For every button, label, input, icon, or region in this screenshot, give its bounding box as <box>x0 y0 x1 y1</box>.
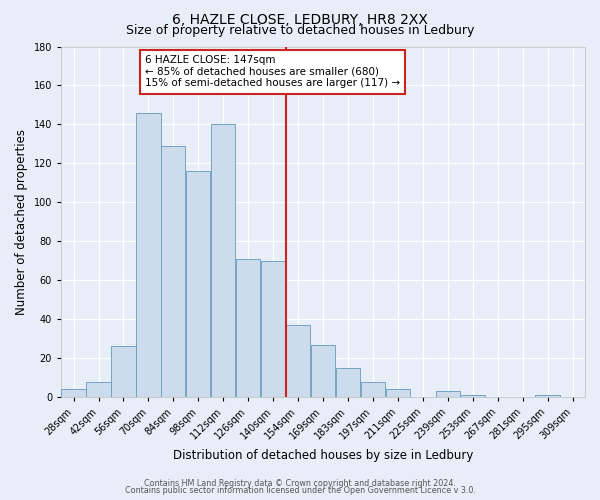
Text: Contains HM Land Registry data © Crown copyright and database right 2024.: Contains HM Land Registry data © Crown c… <box>144 478 456 488</box>
Bar <box>186 171 211 397</box>
Bar <box>86 382 110 397</box>
X-axis label: Distribution of detached houses by size in Ledbury: Distribution of detached houses by size … <box>173 450 473 462</box>
Bar <box>361 382 385 397</box>
Bar <box>136 112 161 397</box>
Bar <box>211 124 235 397</box>
Bar <box>61 390 86 397</box>
Bar <box>336 368 360 397</box>
Bar <box>535 395 560 397</box>
Bar <box>112 346 136 397</box>
Bar <box>436 392 460 397</box>
Bar <box>236 259 260 397</box>
Bar <box>386 390 410 397</box>
Bar <box>261 261 285 397</box>
Bar <box>311 344 335 397</box>
Y-axis label: Number of detached properties: Number of detached properties <box>15 129 28 315</box>
Text: Contains public sector information licensed under the Open Government Licence v : Contains public sector information licen… <box>125 486 475 495</box>
Bar <box>286 325 310 397</box>
Text: 6 HAZLE CLOSE: 147sqm
← 85% of detached houses are smaller (680)
15% of semi-det: 6 HAZLE CLOSE: 147sqm ← 85% of detached … <box>145 56 400 88</box>
Bar <box>161 146 185 397</box>
Bar <box>461 395 485 397</box>
Text: Size of property relative to detached houses in Ledbury: Size of property relative to detached ho… <box>126 24 474 37</box>
Text: 6, HAZLE CLOSE, LEDBURY, HR8 2XX: 6, HAZLE CLOSE, LEDBURY, HR8 2XX <box>172 12 428 26</box>
